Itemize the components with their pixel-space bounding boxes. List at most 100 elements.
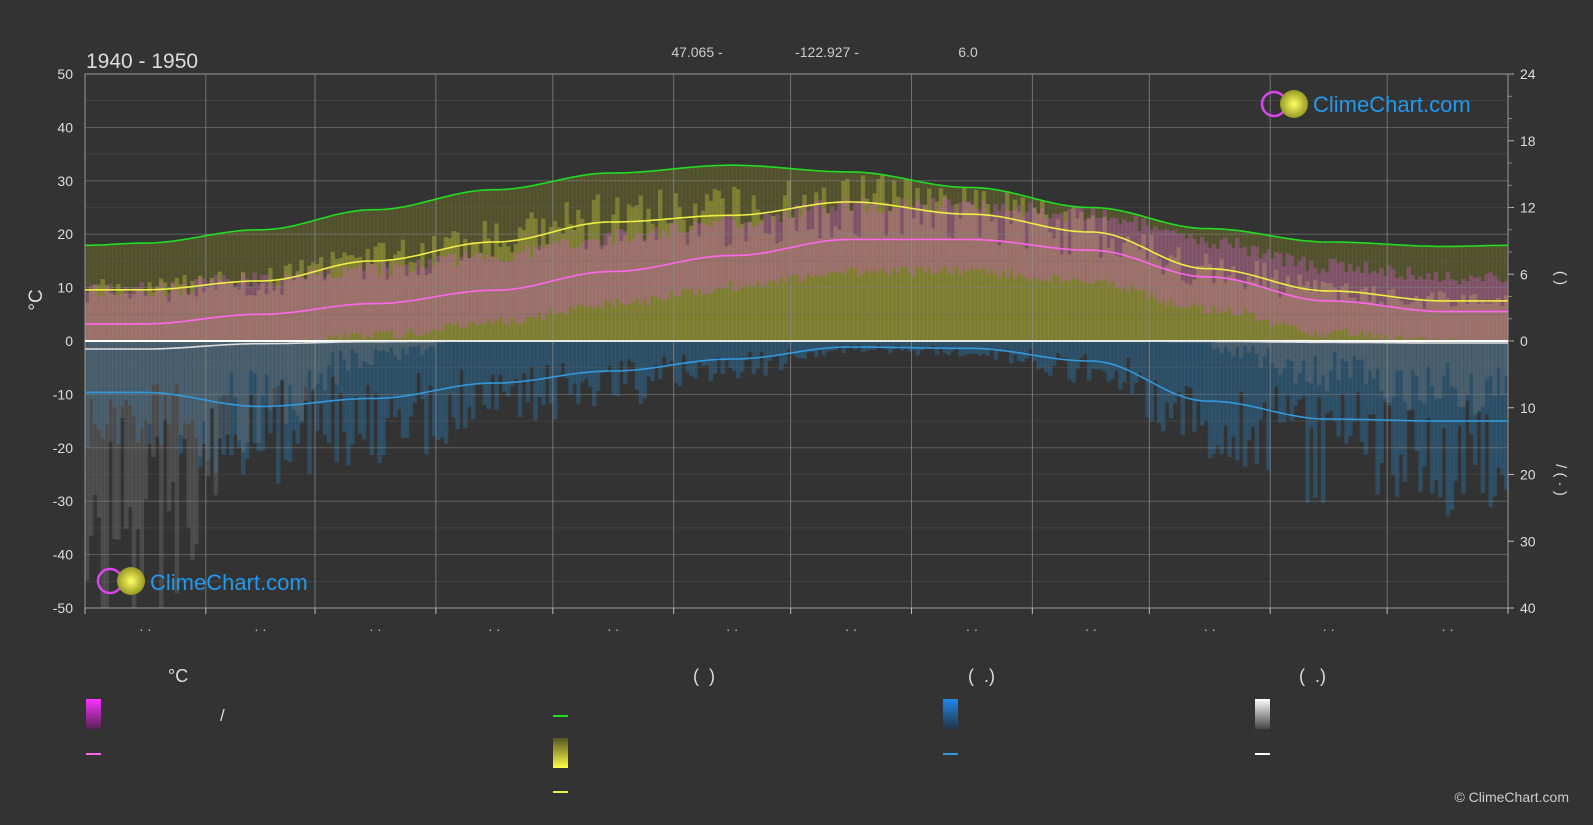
precip-band	[1441, 341, 1447, 429]
temp-range-band	[1309, 260, 1314, 337]
precip-band	[1270, 341, 1275, 409]
daylight-band	[1504, 245, 1508, 341]
temp-range-band	[166, 292, 172, 341]
snow-band	[1266, 341, 1271, 349]
precip-band	[1367, 341, 1373, 415]
temp-range-band	[833, 210, 839, 273]
precip-band	[1472, 341, 1478, 466]
precip-band	[1316, 341, 1322, 398]
precip-band	[853, 341, 858, 351]
sunshine-band	[392, 254, 398, 341]
temp-range-band	[545, 244, 550, 316]
temp-range-band	[1184, 238, 1189, 308]
temp-range-band	[814, 202, 819, 276]
precip-band	[276, 341, 281, 484]
temp-range-band	[116, 296, 121, 341]
precip-band	[400, 341, 406, 438]
snow-band	[428, 341, 433, 347]
precip-band	[311, 341, 316, 389]
temp-range-band	[1301, 256, 1306, 334]
sunshine-band	[595, 194, 601, 341]
temp-range-band	[1129, 222, 1135, 285]
precip-band	[502, 341, 507, 392]
temp-range-band	[806, 210, 811, 274]
daylight-band	[1414, 245, 1419, 341]
precip-band	[1433, 341, 1439, 480]
temp-range-band	[697, 223, 702, 290]
precip-band	[1110, 341, 1115, 380]
sunshine-band	[416, 274, 421, 341]
sunshine-band	[794, 230, 800, 341]
sunshine-band	[1032, 207, 1037, 341]
logo-sun-icon	[117, 567, 145, 595]
temp-range-band	[903, 203, 909, 267]
precip-band	[287, 341, 293, 463]
precip-band	[1391, 341, 1396, 476]
sunshine-band	[872, 193, 878, 341]
precip-band	[1426, 341, 1431, 419]
sunshine-band	[1297, 274, 1302, 341]
temp-range-band	[112, 292, 117, 341]
temp-range-band	[1012, 209, 1018, 279]
precip-band	[350, 341, 355, 445]
precip-band	[1157, 341, 1162, 424]
legend-col3-header: ( .)	[968, 666, 995, 686]
precip-band	[143, 341, 148, 421]
snow-band	[1348, 341, 1353, 378]
precip-band	[151, 341, 156, 385]
precip-band	[1461, 341, 1466, 494]
sunshine-band	[1246, 276, 1252, 341]
temp-range-band	[1200, 236, 1205, 306]
temp-range-band	[1211, 244, 1217, 306]
sunshine-band	[354, 257, 359, 341]
temp-range-band	[1274, 252, 1279, 325]
snow-band	[201, 341, 207, 422]
snow-band	[1418, 341, 1423, 401]
sunshine-band	[272, 290, 277, 341]
sunshine-band	[771, 216, 776, 341]
sunshine-band	[1110, 238, 1115, 341]
temp-range-band	[966, 201, 971, 272]
sunshine-band	[973, 189, 979, 341]
snow-band	[1223, 341, 1228, 348]
sunshine-band	[1207, 263, 1213, 341]
sunshine-band	[814, 192, 819, 341]
temp-range-band	[677, 231, 683, 297]
temp-range-band	[1118, 224, 1123, 291]
sunshine-band	[431, 235, 437, 341]
snow-band	[213, 341, 219, 496]
temp-range-band	[1340, 261, 1345, 331]
temp-range-band	[1153, 226, 1158, 299]
snow-band	[1500, 341, 1505, 396]
snow-band	[260, 341, 265, 396]
temp-range-band	[439, 256, 445, 332]
precip-band	[194, 341, 199, 438]
precip-band	[775, 341, 780, 355]
precip-band	[572, 341, 577, 384]
sunshine-band	[404, 276, 410, 341]
precip-band	[755, 341, 761, 369]
temp-range-band	[190, 293, 195, 341]
precip-band	[420, 341, 425, 400]
precip-band	[1309, 341, 1314, 428]
sunshine-band	[396, 251, 402, 341]
precip-band	[833, 341, 839, 351]
precip-band	[424, 341, 429, 455]
sunshine-band	[997, 245, 1002, 341]
temp-range-band	[611, 244, 616, 308]
temp-range-band	[876, 212, 881, 274]
snow-band	[1410, 341, 1416, 371]
temp-range-band	[198, 277, 203, 341]
temp-range-band	[1176, 233, 1182, 308]
temp-range-band	[186, 293, 191, 341]
precip-band	[759, 341, 764, 353]
y-left-tick-label: 30	[57, 173, 73, 189]
precip-band	[295, 341, 301, 444]
temp-range-band	[1305, 270, 1310, 334]
sunshine-band	[1492, 301, 1497, 341]
snow-band	[170, 341, 176, 482]
precip-band	[564, 341, 570, 379]
sunshine-band	[1328, 283, 1334, 341]
precip-band	[264, 341, 269, 405]
temp-range-band	[1363, 261, 1369, 338]
